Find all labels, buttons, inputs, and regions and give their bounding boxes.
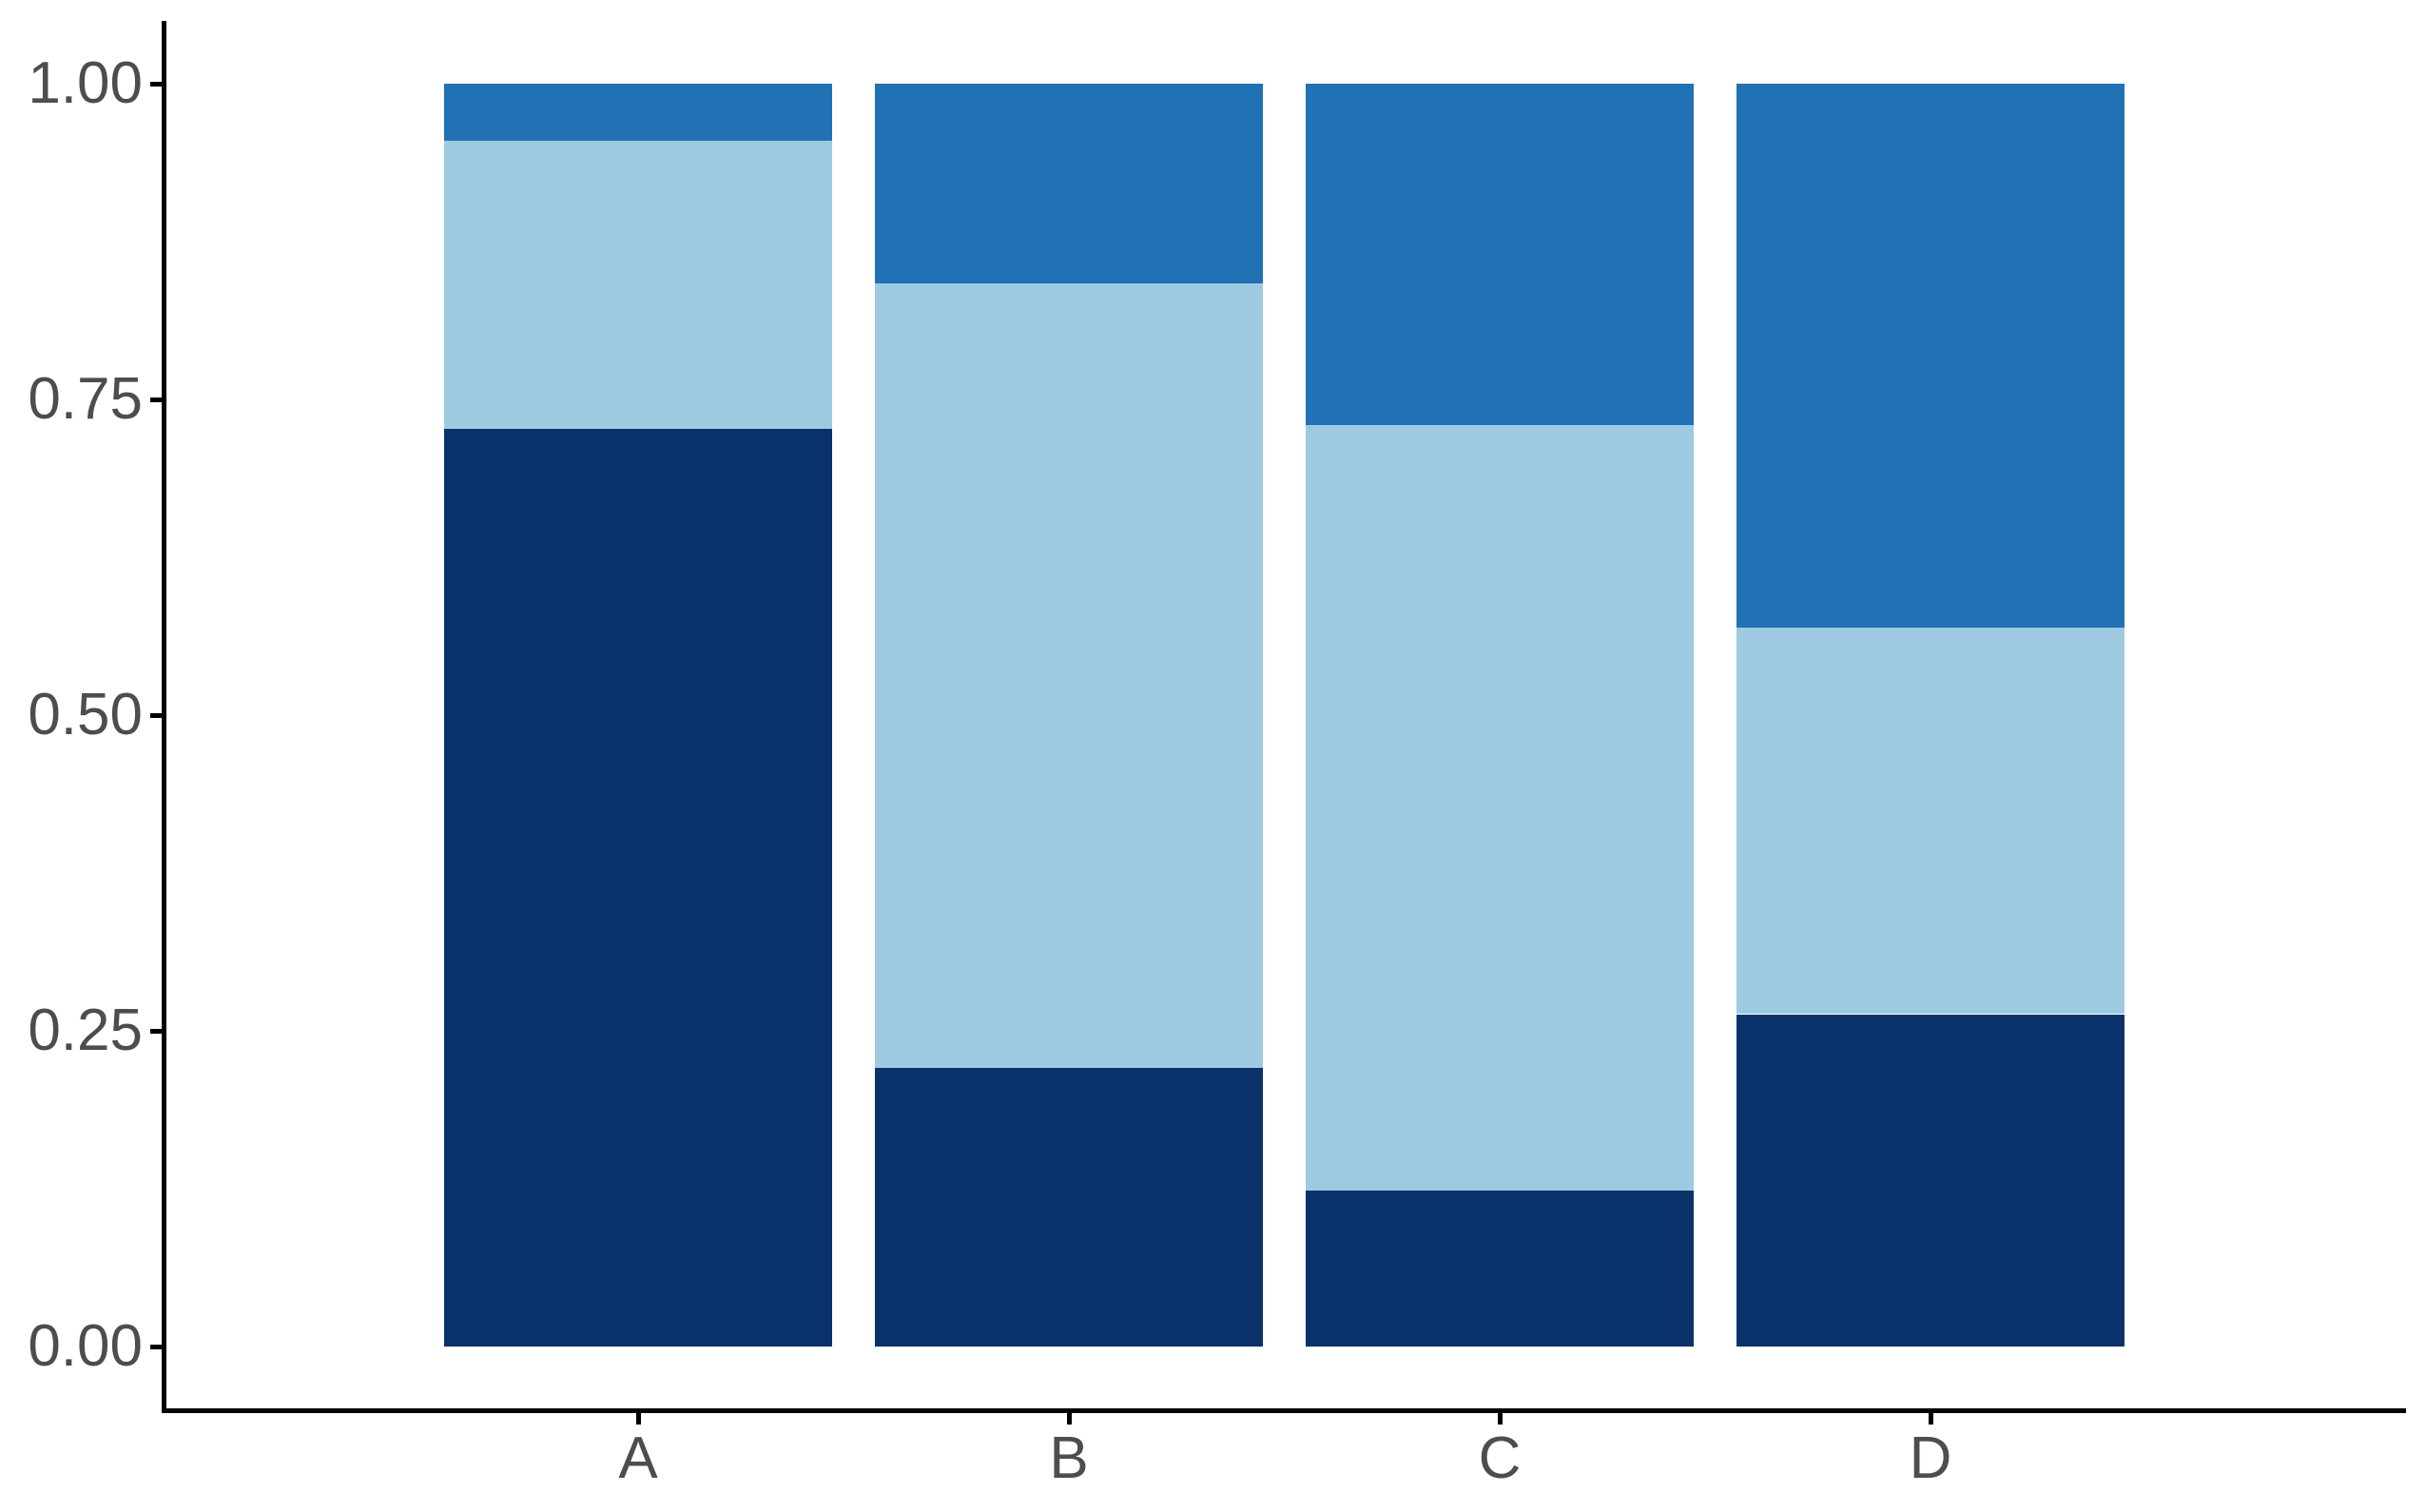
y-tick-mark — [150, 1029, 162, 1034]
segment-navy-bottom-segment-A — [444, 429, 832, 1347]
x-tick-mark — [1929, 1413, 1933, 1425]
y-tick-label: 0.25 — [28, 998, 143, 1063]
segment-light-blue-middle-segment-C — [1306, 425, 1694, 1191]
x-tick-mark — [636, 1413, 641, 1425]
segment-medium-blue-top-segment-D — [1736, 84, 2124, 628]
segment-navy-bottom-segment-B — [875, 1068, 1263, 1347]
segment-medium-blue-top-segment-B — [875, 84, 1263, 283]
segment-navy-bottom-segment-C — [1306, 1190, 1694, 1347]
segment-medium-blue-top-segment-A — [444, 84, 832, 141]
segment-light-blue-middle-segment-B — [875, 283, 1263, 1068]
x-tick-label: B — [1049, 1425, 1089, 1491]
x-tick-mark — [1067, 1413, 1072, 1425]
y-tick-mark — [150, 713, 162, 718]
y-axis-line — [162, 21, 166, 1413]
y-tick-mark — [150, 397, 162, 402]
segment-light-blue-middle-segment-D — [1736, 628, 2124, 1014]
y-tick-label: 0.50 — [28, 682, 143, 747]
x-axis-line — [162, 1408, 2406, 1413]
y-tick-label: 0.75 — [28, 366, 143, 432]
x-tick-label: C — [1478, 1425, 1522, 1491]
x-tick-label: A — [618, 1425, 658, 1491]
y-tick-label: 1.00 — [28, 50, 143, 116]
x-tick-label: D — [1909, 1425, 1952, 1491]
segment-light-blue-middle-segment-A — [444, 141, 832, 429]
segment-navy-bottom-segment-D — [1736, 1015, 2124, 1347]
y-tick-mark — [150, 82, 162, 87]
y-tick-label: 0.00 — [28, 1313, 143, 1379]
y-tick-mark — [150, 1345, 162, 1349]
segment-medium-blue-top-segment-C — [1306, 84, 1694, 425]
x-tick-mark — [1498, 1413, 1503, 1425]
